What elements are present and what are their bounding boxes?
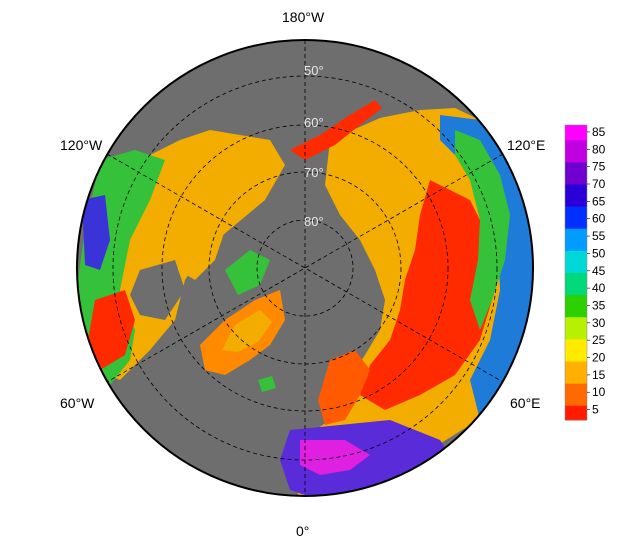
- land-iceland: [258, 376, 276, 392]
- colorbar-segment: [565, 220, 587, 229]
- colorbar-segment: [565, 390, 587, 399]
- colorbar-tick-label: 45: [592, 264, 606, 278]
- colorbar-segment: [565, 272, 587, 281]
- land-east-siberia-green: [455, 130, 510, 330]
- colorbar-segment: [565, 125, 587, 133]
- colorbar-tick-label: 20: [592, 351, 606, 365]
- colorbar-segment: [565, 250, 587, 259]
- colorbar-segment: [565, 279, 587, 288]
- meridian-120w-60e: [106, 153, 504, 383]
- colorbar-segment: [565, 383, 587, 391]
- colorbar-segment: [565, 397, 587, 406]
- colorbar-segment: [565, 353, 587, 362]
- colorbar-segment: [565, 324, 587, 332]
- colorbar-segment: [565, 294, 587, 303]
- lon-label-60w: 60°W: [60, 395, 95, 411]
- colorbar-segment: [565, 176, 587, 185]
- colorbar-segment: [565, 228, 587, 237]
- colorbar-segment: [565, 346, 587, 355]
- colorbar-segment: [565, 375, 587, 384]
- colorbar-segment: [565, 338, 587, 347]
- meridian-120e-60w: [106, 153, 504, 383]
- colorbar-segment: [565, 132, 587, 141]
- land-greenland-inner: [222, 310, 272, 352]
- colorbar-segment: [565, 405, 587, 414]
- colorbar-segment: [565, 198, 587, 207]
- colorbar-tick-label: 60: [592, 212, 606, 226]
- lon-label-60e: 60°E: [510, 395, 541, 411]
- colorbar-segment: [565, 361, 587, 369]
- colorbar-tick-label: 30: [592, 316, 606, 330]
- lat-label-70: 70°: [304, 165, 324, 180]
- colorbar-tick-label: 5: [592, 403, 599, 417]
- colorbar-segment: [565, 169, 587, 178]
- colorbar-tick-label: 70: [592, 177, 606, 191]
- colorbar-segment: [565, 206, 587, 214]
- colorbar-segment: [565, 161, 587, 170]
- colorbar-segment: [565, 412, 587, 421]
- colorbar-segment: [565, 265, 587, 273]
- colorbar-tick-label: 80: [592, 142, 606, 156]
- colorbar-segment: [565, 257, 587, 266]
- colorbar-tick-label: 35: [592, 298, 606, 312]
- colorbar-tick-label: 65: [592, 194, 606, 208]
- colorbar-segment: [565, 213, 587, 222]
- lon-label-180w: 180°W: [282, 9, 325, 25]
- colorbar-tick-label: 75: [592, 160, 606, 174]
- meridian-lines: [106, 40, 504, 496]
- hudson-bay: [130, 260, 185, 320]
- lat-label-60: 60°: [304, 115, 324, 130]
- land-arctic-islands: [175, 215, 225, 280]
- colorbar-tick-label: 25: [592, 333, 606, 347]
- land-scandinavia: [318, 350, 370, 425]
- land-ellesmere: [225, 250, 270, 295]
- colorbar-tick-label: 15: [592, 368, 606, 382]
- colorbar: 85 80 75 70 65 60 55 50 45 40 35 30 25 20 15 10 5: [564, 124, 606, 421]
- colorbar-segment: [565, 235, 587, 244]
- lat-label-80: 80°: [304, 214, 324, 229]
- globe-rim: [76, 39, 534, 497]
- lat-label-50: 50°: [304, 63, 324, 78]
- land-russia-red: [360, 180, 495, 410]
- lon-label-120w: 120°W: [60, 137, 103, 153]
- colorbar-segment: [565, 147, 587, 155]
- land-chukotka: [290, 100, 382, 160]
- colorbar-segment: [565, 191, 587, 200]
- colorbar-segment: [565, 316, 587, 325]
- colorbar-tick-label: 40: [592, 281, 606, 295]
- lon-label-120e: 120°E: [507, 137, 545, 153]
- land-layer: [78, 100, 533, 496]
- colorbar-tick-label: 10: [592, 385, 606, 399]
- colorbar-tick-label: 50: [592, 246, 606, 260]
- colorbar-segment: [565, 309, 587, 318]
- land-europe-magenta: [300, 440, 370, 475]
- colorbar-segment: [565, 243, 587, 251]
- lon-label-0: 0°: [296, 523, 309, 539]
- lat-circle-80: [256, 219, 354, 317]
- land-na-blue: [82, 195, 110, 270]
- colorbar-tick-label: 55: [592, 229, 606, 243]
- colorbar-segment: [565, 287, 587, 296]
- colorbar-tick-label: 85: [592, 125, 606, 139]
- colorbar-segment: [565, 184, 587, 192]
- land-na-red: [88, 290, 135, 370]
- colorbar-segment: [565, 368, 587, 377]
- land-east-siberia-band: [440, 115, 533, 420]
- colorbar-frame: [564, 124, 588, 421]
- colorbar-segment: [565, 331, 587, 340]
- colorbar-segment: [565, 302, 587, 310]
- colorbar-segment: [565, 154, 587, 163]
- colorbar-segment: [565, 139, 587, 148]
